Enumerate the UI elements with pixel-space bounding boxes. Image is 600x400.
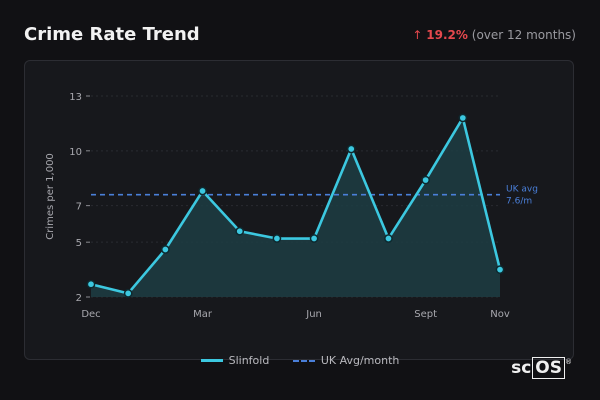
x-tick-label: Nov	[490, 309, 510, 320]
reference-value-label: 7.6/m	[506, 197, 532, 207]
x-tick-label: Mar	[193, 309, 213, 320]
brand-logo: sc OS ®	[511, 357, 572, 379]
data-point	[346, 144, 356, 154]
data-point	[309, 234, 319, 243]
x-tick-label: Dec	[81, 309, 100, 320]
data-point	[235, 226, 245, 236]
y-tick-label: 10	[69, 147, 82, 158]
data-point	[161, 245, 170, 254]
data-point	[272, 234, 282, 243]
y-tick-label: 13	[69, 92, 82, 103]
legend-label-reference: UK Avg/month	[320, 353, 400, 367]
chart-header: Crime Rate Trend ↑ 19.2% (over 12 months…	[24, 24, 576, 50]
y-tick-label: 2	[76, 293, 82, 304]
brand-boxed-text: OS	[532, 357, 565, 379]
data-point	[198, 186, 207, 196]
chart-title: Crime Rate Trend	[24, 24, 200, 45]
data-point	[123, 288, 133, 298]
legend-item-reference[interactable]: UK Avg/month	[292, 353, 400, 367]
change-period: (over 12 months)	[471, 28, 576, 42]
change-indicator: ↑ 19.2% (over 12 months)	[412, 28, 576, 42]
legend-swatch-series	[200, 359, 223, 362]
y-tick-label: 7	[76, 202, 82, 213]
y-tick-label: 5	[76, 238, 82, 249]
reference-label: UK avg	[506, 185, 538, 195]
arrow-up-icon: ↑	[412, 28, 423, 42]
chart-legend: Slinfold UK Avg/month	[0, 353, 600, 367]
legend-item-series[interactable]: Slinfold	[200, 353, 270, 367]
series-area	[91, 117, 500, 297]
legend-swatch-reference	[292, 359, 315, 362]
data-point	[384, 234, 393, 243]
brand-text: sc	[511, 358, 532, 378]
change-value: 19.2%	[426, 28, 468, 42]
x-tick-label: Jun	[305, 309, 322, 320]
data-point	[421, 175, 430, 185]
brand-registered-mark: ®	[565, 358, 572, 366]
x-tick-label: Sept	[414, 309, 437, 320]
y-axis-label: Crimes per 1,000	[45, 153, 56, 240]
legend-label-series: Slinfold	[228, 353, 270, 367]
data-point	[458, 113, 468, 123]
series-line	[90, 116, 502, 295]
data-point	[86, 279, 96, 289]
data-point	[495, 265, 505, 274]
